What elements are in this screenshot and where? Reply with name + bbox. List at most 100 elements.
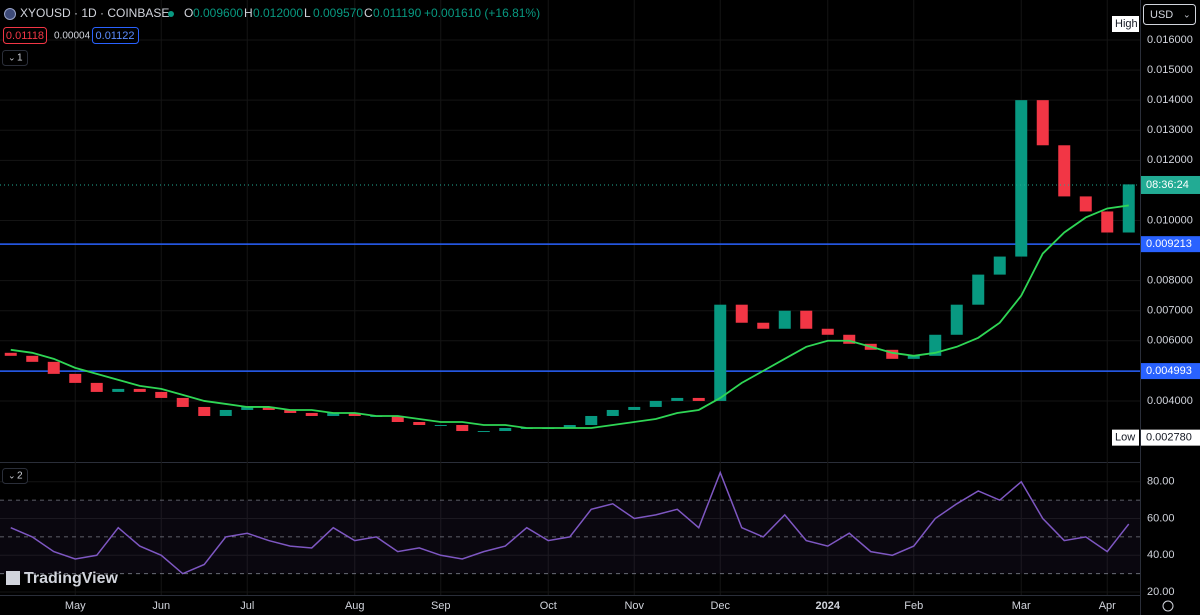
candle-body (649, 400, 662, 407)
candle-body (262, 406, 275, 410)
ask[interactable]: 0.01122 (96, 30, 135, 42)
candle-body (692, 397, 705, 401)
ask-box[interactable] (92, 27, 139, 44)
candle-body (69, 373, 82, 383)
candle-body (1058, 145, 1071, 197)
grid (0, 0, 1140, 595)
candle-body (477, 431, 490, 433)
candle-body (47, 361, 60, 374)
candle-body (929, 334, 942, 356)
low-value: 0.002780 (1146, 432, 1192, 444)
symbol-icon (4, 8, 16, 20)
x-tick-label: Oct (540, 600, 557, 612)
candle-body (735, 304, 748, 323)
logo: TradingView (24, 570, 119, 587)
x-tick-label: Aug (345, 600, 365, 612)
candle-body (90, 382, 103, 392)
spread: 0.00004 (54, 31, 91, 42)
candle-body (434, 425, 447, 427)
candle-body (499, 428, 512, 432)
currency[interactable]: USD (1150, 9, 1173, 21)
ohlc-key: H (244, 6, 253, 20)
rsi-line (10, 470, 1130, 575)
candle-body (907, 355, 920, 359)
y-tick-label: 80.00 (1147, 476, 1175, 488)
y-tick-label: 0.007000 (1147, 305, 1193, 317)
y-tick-label: 0.006000 (1147, 335, 1193, 347)
x-tick-label: May (65, 600, 86, 612)
ohlc: O 0.009600 H 0.012000 L 0.009570 C 0.011190 (184, 6, 422, 20)
candle-body (972, 274, 985, 305)
y-tick-label: 0.008000 (1147, 275, 1193, 287)
candle-body (671, 397, 684, 401)
candle-body (821, 328, 834, 335)
candle-body (1015, 100, 1028, 257)
change: +0.001610 (+16.81%) (424, 6, 540, 20)
candle-body (413, 421, 426, 426)
currency-select[interactable] (1143, 4, 1196, 25)
price-tag (1141, 236, 1200, 253)
bid-box[interactable] (3, 27, 47, 44)
ohlc-key: C (364, 6, 373, 20)
low-value-tag (1141, 429, 1200, 446)
y-tick-label: 0.013000 (1147, 124, 1193, 136)
moving-average (10, 204, 1129, 429)
candle-body (886, 349, 899, 359)
candle-body (950, 304, 963, 335)
logo-icon (6, 571, 20, 585)
ohlc-key: L (304, 6, 311, 20)
price-tag-label: 0.009213 (1146, 238, 1192, 250)
candle-body (4, 352, 17, 356)
y-tick-label: 40.00 (1147, 549, 1175, 561)
candle-body (284, 409, 297, 413)
x-tick-label: Dec (710, 600, 730, 612)
candle-body (219, 409, 232, 416)
pane-label: 1 (17, 53, 23, 64)
ohlc-value: 0.012000 (253, 6, 303, 20)
pane-label: 2 (17, 471, 23, 482)
candle-body (327, 412, 340, 416)
y-tick-label: 0.015000 (1147, 64, 1193, 76)
ohlc-value: 0.009600 (193, 6, 243, 20)
ohlc-key: O (184, 6, 193, 20)
x-tick-label: Feb (904, 600, 923, 612)
dropdown-arrow: ⌄ (1183, 9, 1191, 19)
settings[interactable] (1162, 600, 1174, 612)
low-text: Low (1115, 432, 1135, 444)
price-tag (1141, 363, 1200, 380)
candle-body (585, 415, 598, 426)
candle-body (305, 412, 318, 416)
x-tick-label: Apr (1099, 600, 1116, 612)
candle-body (198, 406, 211, 416)
pane-toggle[interactable] (2, 50, 28, 66)
candle-body (176, 397, 189, 407)
candle-body (843, 334, 856, 344)
x-tick-label: Mar (1012, 600, 1031, 612)
candle-body (391, 415, 404, 422)
bid[interactable]: 0.01118 (6, 30, 44, 42)
y-tick-label: 0.004000 (1147, 395, 1193, 407)
high-tag (1112, 16, 1139, 32)
candle-body (241, 406, 254, 410)
x-tick-label: Sep (431, 600, 451, 612)
x-tick-label: Jul (240, 600, 254, 612)
candle-body (714, 304, 727, 401)
candle-body (606, 409, 619, 416)
candle-body (757, 322, 770, 329)
candle-body (1101, 211, 1114, 233)
candle-body (348, 412, 361, 416)
symbol[interactable]: XYOUSD · 1D · COINBASE (20, 6, 169, 20)
ohlc-value: 0.011190 (373, 6, 422, 20)
x-tick-label: Nov (624, 600, 644, 612)
candle-body (112, 388, 125, 392)
pane-toggle[interactable] (2, 468, 28, 484)
candle-body (563, 425, 576, 429)
candle-body (800, 310, 813, 329)
candle-body (778, 310, 791, 329)
candle-body (1036, 100, 1049, 146)
y-tick-label: 20.00 (1147, 586, 1175, 598)
candle-body (1122, 184, 1135, 233)
y-tick-label: 0.012000 (1147, 154, 1193, 166)
